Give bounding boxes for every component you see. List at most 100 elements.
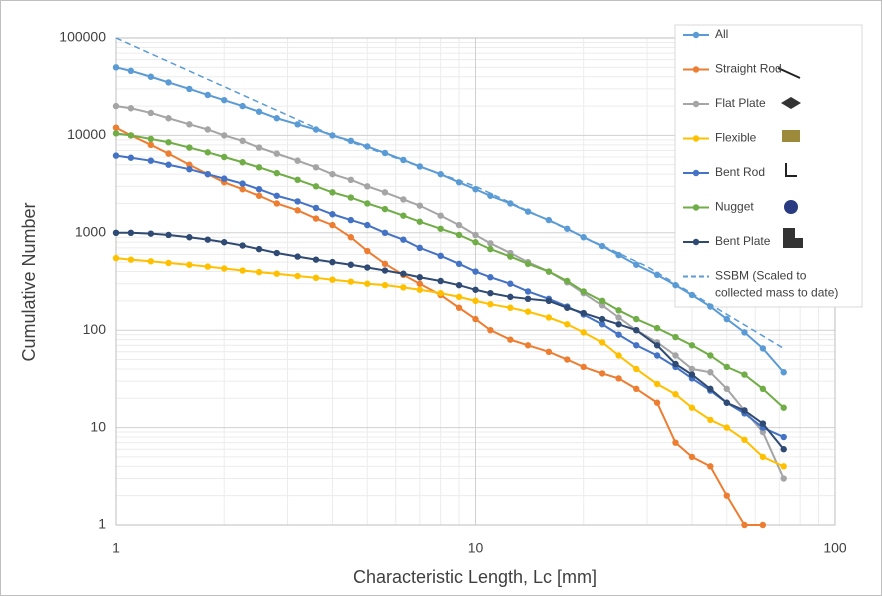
data-point: [127, 154, 135, 161]
data-point: [147, 258, 155, 265]
data-point: [312, 204, 320, 212]
data-point: [759, 453, 767, 461]
data-point: [329, 189, 336, 196]
data-point: [707, 416, 714, 424]
data-point: [239, 242, 246, 249]
data-point: [633, 261, 640, 268]
data-point: [564, 356, 571, 363]
data-point: [780, 433, 787, 441]
legend-swatch-dot: [692, 31, 700, 39]
data-point: [312, 215, 320, 222]
data-point: [127, 256, 135, 263]
data-point: [524, 295, 532, 303]
data-point: [294, 207, 301, 214]
data-point: [780, 446, 787, 453]
data-point: [688, 365, 696, 373]
data-point: [580, 234, 587, 241]
data-point: [780, 475, 787, 482]
data-point: [545, 348, 553, 356]
data-point: [653, 342, 661, 349]
data-point: [381, 205, 389, 213]
data-point: [472, 231, 479, 239]
data-point: [294, 198, 301, 205]
data-point: [487, 289, 494, 297]
data-point: [759, 420, 767, 427]
data-point: [598, 370, 606, 377]
x-tick-label: 100: [823, 540, 847, 556]
legend-icon: [777, 67, 801, 79]
data-point: [147, 157, 155, 164]
legend-label: Straight Rod: [715, 62, 782, 76]
data-point: [329, 132, 336, 139]
data-point: [186, 144, 193, 151]
data-point: [416, 274, 424, 281]
data-point: [416, 280, 424, 287]
data-point: [112, 152, 120, 159]
data-point: [165, 259, 172, 267]
data-point: [364, 280, 371, 287]
data-point: [204, 126, 211, 133]
data-point: [688, 342, 696, 349]
data-point: [312, 256, 320, 263]
legend-icon: [785, 163, 797, 177]
data-point: [165, 139, 172, 146]
data-point: [524, 342, 532, 349]
data-point: [472, 315, 479, 323]
data-point: [472, 268, 479, 275]
data-point: [487, 300, 494, 308]
data-point: [741, 521, 748, 529]
data-point: [294, 253, 301, 260]
data-point: [741, 371, 748, 378]
data-point: [507, 293, 514, 301]
data-point: [633, 327, 640, 334]
data-point: [707, 385, 714, 393]
y-tick-label: 1000: [75, 224, 106, 240]
data-point: [759, 345, 767, 352]
data-point: [273, 150, 280, 157]
data-point: [273, 169, 280, 177]
data-point: [381, 229, 389, 236]
data-point: [580, 329, 587, 336]
data-point: [312, 183, 320, 190]
data-point: [672, 439, 679, 446]
data-point: [165, 79, 172, 86]
data-point: [400, 196, 407, 203]
data-point: [472, 239, 479, 246]
data-point: [455, 231, 463, 239]
data-point: [204, 263, 211, 270]
data-point: [653, 352, 661, 359]
data-point: [507, 336, 514, 343]
data-point: [186, 85, 193, 93]
data-point: [147, 141, 155, 149]
data-point: [400, 236, 407, 243]
x-tick-label: 10: [468, 540, 484, 556]
data-point: [672, 360, 679, 368]
data-point: [255, 245, 263, 253]
data-point: [329, 276, 336, 283]
data-point: [273, 249, 280, 257]
data-point: [255, 144, 263, 151]
y-tick-label: 100: [83, 321, 107, 337]
data-point: [741, 436, 748, 443]
data-point: [615, 352, 622, 359]
data-point: [416, 218, 424, 225]
data-point: [759, 521, 767, 529]
data-point: [347, 137, 355, 145]
series-line: [115, 66, 785, 373]
data-point: [221, 239, 228, 246]
data-point: [723, 363, 730, 371]
data-point: [255, 186, 263, 193]
data-point: [347, 278, 355, 285]
data-point: [741, 329, 748, 336]
legend-label: Bent Rod: [715, 165, 765, 179]
data-point: [294, 121, 301, 128]
legend-icon: [781, 97, 801, 109]
data-point: [329, 258, 336, 266]
data-point: [759, 385, 767, 393]
data-point: [255, 192, 263, 199]
data-point: [507, 253, 514, 260]
data-point: [294, 157, 301, 164]
y-tick-label: 10000: [67, 126, 106, 142]
legend-label: Nugget: [715, 200, 754, 214]
legend-icon: [784, 200, 798, 214]
